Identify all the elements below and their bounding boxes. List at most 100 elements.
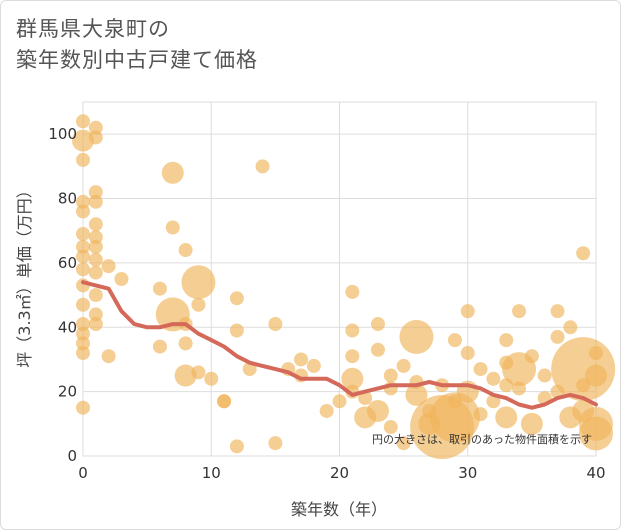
data-bubble [512,381,527,396]
data-bubble [76,239,90,254]
data-bubble [204,371,219,386]
data-bubble [76,297,90,312]
data-bubble [88,194,103,209]
data-bubble [370,342,385,357]
chart-title: 群馬県大泉町の 築年数別中古戸建て価格 [16,14,258,76]
title-line-2: 築年数別中古戸建て価格 [16,48,258,72]
data-bubble [165,220,180,235]
data-bubble [585,364,607,387]
data-bubble [152,281,167,296]
data-bubble [229,439,244,454]
data-bubble [537,368,552,383]
data-bubble [191,297,206,312]
data-bubble [88,317,103,332]
data-bubble [550,329,565,344]
data-bubble [255,159,270,174]
data-bubble [383,368,398,383]
data-bubble [88,120,103,135]
data-bubble [370,317,385,332]
data-bubble [161,161,184,184]
data-bubble [399,319,434,354]
data-bubble [319,403,334,418]
data-bubble [576,378,591,393]
data-bubble [341,367,364,390]
data-bubble [76,326,90,341]
x-tick-label: 20 [330,464,349,482]
data-bubble [579,416,613,451]
data-bubble [550,304,565,319]
data-bubble [88,230,103,245]
data-bubble [268,436,283,451]
x-tick-label: 40 [586,464,605,482]
data-bubble [473,362,488,377]
y-axis-label: 坪（3.3㎡）単価（万円） [15,182,34,367]
data-bubble [294,352,309,367]
data-bubble [345,284,360,299]
data-bubble [76,204,90,219]
x-tick-label: 0 [78,464,88,482]
y-tick-label: 80 [58,190,77,208]
data-bubble [447,394,462,409]
data-bubble [217,394,232,409]
y-tick-label: 100 [48,125,77,143]
data-bubble [88,288,103,303]
data-bubble [88,307,103,322]
data-bubble [76,152,90,167]
data-bubble [345,349,360,364]
title-line-1: 群馬県大泉町の [16,17,170,41]
data-bubble [76,346,90,361]
data-bubble [88,265,103,280]
data-bubble [76,249,90,264]
data-bubble [229,291,244,306]
data-bubble [358,391,373,406]
data-bubble [422,403,437,418]
data-bubble [76,262,90,277]
data-bubble [550,384,565,399]
data-bubble [88,185,103,200]
data-bubble [499,333,514,348]
data-bubble [486,371,501,386]
data-bubble [88,239,103,254]
data-bubble [576,246,591,261]
data-bubble [563,320,578,335]
data-bubble [383,420,398,435]
data-bubble [178,243,193,258]
data-bubble [473,407,488,422]
data-bubble [520,412,543,435]
x-tick-label: 10 [202,464,221,482]
data-bubble [178,336,193,351]
data-bubble [101,259,116,274]
data-bubble [76,114,90,129]
y-tick-label: 20 [58,383,77,401]
data-bubble [88,217,103,232]
data-bubble [191,365,206,380]
data-bubble [76,400,90,415]
y-tick-label: 60 [58,254,77,272]
data-bubble [88,252,103,267]
data-bubble [589,346,603,361]
data-bubble [460,304,475,319]
data-bubble [418,412,441,435]
data-bubble [499,378,514,393]
y-tick-label: 40 [58,318,77,336]
trend-line [81,280,598,410]
x-tick-label: 30 [458,464,477,482]
data-bubble [495,406,518,429]
data-bubble [572,399,595,422]
data-bubble [268,317,283,332]
data-bubble [76,317,90,332]
data-bubble [366,399,389,422]
data-bubble [76,194,90,209]
data-bubble [174,364,197,387]
size-annotation: 円の大きさは、取引のあった物件面積を示す [372,432,592,446]
data-bubble [512,304,527,319]
data-bubble [396,436,411,451]
x-axis-label: 築年数（年） [291,500,387,519]
data-bubble [152,339,167,354]
data-bubble [405,383,428,406]
data-bubble [114,272,129,286]
data-bubble [76,336,90,351]
data-bubble [499,355,514,370]
y-tick-label: 0 [67,447,77,465]
